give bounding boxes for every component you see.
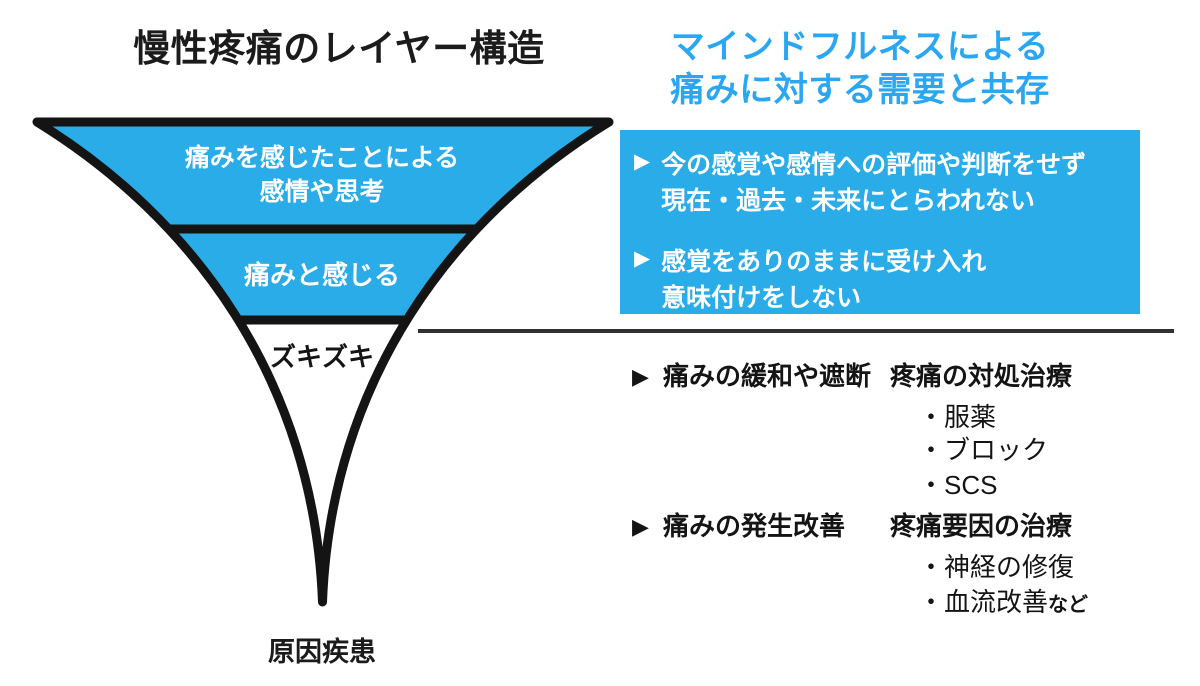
funnel-layer1-line2: 感情や思考 xyxy=(259,178,385,206)
mindfulness-title-line2: 痛みに対する需要と共存 xyxy=(670,71,1050,109)
funnel-shape xyxy=(32,117,614,607)
mindfulness-bullet-1-line1: 今の感覚や感情への評価や判断をせず xyxy=(661,151,1087,179)
treatment-row1-item-1: ・服薬 xyxy=(918,402,997,432)
triangle-bullet-icon: ▶ xyxy=(634,150,651,173)
mindfulness-title-line1: マインドフルネスによる xyxy=(670,28,1050,66)
mindfulness-bullet-2-line1: 感覚をありのままに受け入れ xyxy=(661,248,987,276)
treatment-row2-item-2-suffix: など xyxy=(1048,594,1089,616)
treatment-row2-item-1: ・神経の修復 xyxy=(918,552,1075,582)
funnel-bottom-label: 原因疾患 xyxy=(268,637,376,667)
triangle-bullet-icon: ▶ xyxy=(632,364,649,389)
funnel-layer3-label: ズキズキ xyxy=(269,342,374,372)
treatment-row1-item-2: ・ブロック xyxy=(918,435,1049,465)
triangle-bullet-icon: ▶ xyxy=(634,247,651,270)
treatment-row2-category: 疼痛要因の治療 xyxy=(890,511,1073,541)
mindfulness-points-box: ▶ 今の感覚や感情への評価や判断をせず 現在・過去・未来にとらわれない ▶ 感覚… xyxy=(620,130,1140,314)
funnel-outline xyxy=(32,117,614,607)
mindfulness-title: マインドフルネスによる 痛みに対する需要と共存 xyxy=(620,26,1100,112)
treatment-row1-label: 痛みの緩和や遮断 xyxy=(663,361,872,391)
funnel-layer1-line1: 痛みを感じたことによる xyxy=(184,144,460,172)
treatment-row2-item-2-text: ・血流改善 xyxy=(918,587,1049,617)
treatment-row1-category: 疼痛の対処治療 xyxy=(890,361,1073,391)
mindfulness-bullet-2: ▶ 感覚をありのままに受け入れ 意味付けをしない xyxy=(634,244,1130,316)
funnel-diagram-title: 慢性疼痛のレイヤー構造 xyxy=(133,28,545,69)
funnel-layer1-label: 痛みを感じたことによる 感情や思考 xyxy=(72,141,572,209)
funnel-body-white xyxy=(37,122,609,602)
mindfulness-bullet-2-text: 感覚をありのままに受け入れ 意味付けをしない xyxy=(661,244,986,316)
mindfulness-bullet-1: ▶ 今の感覚や感情への評価や判断をせず 現在・過去・未来にとらわれない xyxy=(634,147,1130,219)
mindfulness-bullet-1-line2: 現在・過去・未来にとらわれない xyxy=(661,187,1035,215)
treatment-row2-item-2: ・血流改善など xyxy=(918,589,1088,615)
mindfulness-bullet-1-text: 今の感覚や感情への評価や判断をせず 現在・過去・未来にとらわれない xyxy=(661,147,1086,219)
mindfulness-bullet-2-line2: 意味付けをしない xyxy=(661,284,862,312)
treatment-row1-item-3: ・SCS xyxy=(918,470,998,500)
triangle-bullet-icon: ▶ xyxy=(632,514,649,539)
section-divider-line xyxy=(418,329,1174,333)
treatment-row2-label: 痛みの発生改善 xyxy=(663,511,846,541)
funnel-layer2-label: 痛みと感じる xyxy=(243,260,400,290)
